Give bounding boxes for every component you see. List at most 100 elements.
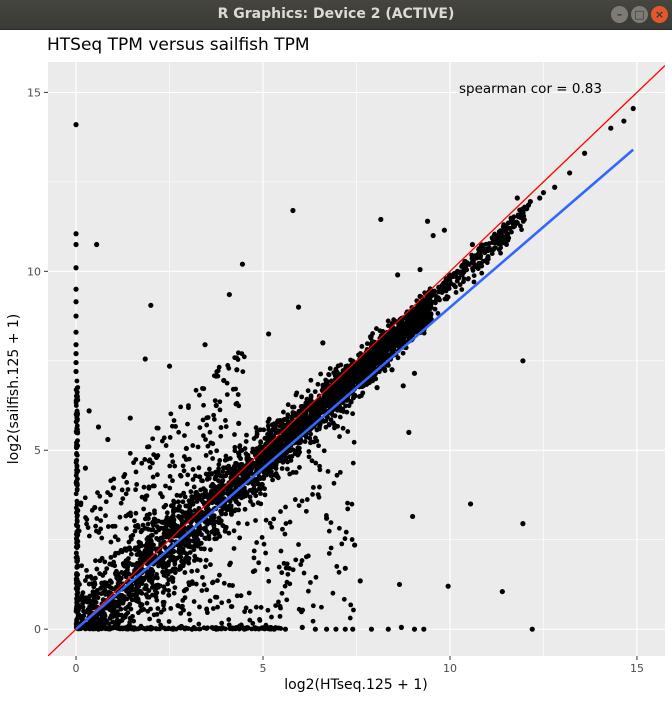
- cloud-point: [136, 610, 141, 616]
- cloud-point: [103, 499, 109, 505]
- window-titlebar[interactable]: R Graphics: Device 2 (ACTIVE) – □ ×: [0, 0, 672, 30]
- cloud-point: [183, 587, 188, 593]
- data-point: [503, 229, 509, 235]
- cloud-point: [435, 311, 441, 316]
- cloud-point: [213, 469, 218, 475]
- cloud-point: [284, 438, 290, 444]
- cloud-point: [385, 323, 391, 329]
- minimize-button[interactable]: –: [611, 6, 628, 23]
- cloud-point: [231, 528, 237, 534]
- cloud-point: [268, 446, 274, 451]
- cloud-point: [284, 597, 290, 603]
- cloud-point: [259, 534, 265, 540]
- cloud-point: [195, 444, 201, 450]
- cloud-point: [204, 610, 210, 616]
- cloud-point: [211, 522, 217, 528]
- cloud-point: [146, 484, 152, 490]
- cloud-point: [192, 473, 198, 479]
- y-tick-label: 10: [27, 265, 41, 278]
- cloud-point: [323, 377, 329, 383]
- cloud-point: [274, 473, 280, 479]
- cloud-point: [132, 545, 138, 551]
- cloud-point: [232, 448, 238, 454]
- cloud-point: [210, 456, 216, 461]
- cloud-point: [187, 507, 193, 513]
- cloud-point: [167, 485, 173, 491]
- cloud-point: [73, 491, 79, 497]
- data-point: [142, 356, 148, 362]
- cloud-point: [216, 495, 222, 501]
- cloud-point: [74, 585, 80, 590]
- cloud-point: [142, 516, 148, 522]
- cloud-point: [284, 561, 290, 567]
- cloud-point: [142, 457, 148, 462]
- cloud-point: [186, 582, 192, 588]
- cloud-point: [75, 416, 80, 422]
- cloud-point: [200, 386, 205, 391]
- cloud-point: [183, 625, 189, 631]
- cloud-point: [117, 579, 123, 585]
- cloud-point: [117, 514, 123, 520]
- cloud-point: [331, 480, 337, 486]
- cloud-point: [301, 421, 307, 427]
- cloud-point: [141, 606, 147, 612]
- cloud-point: [293, 392, 299, 398]
- cloud-point: [105, 490, 110, 495]
- cloud-point: [155, 606, 161, 611]
- cloud-point: [75, 572, 81, 578]
- data-point: [510, 222, 517, 228]
- cloud-point: [209, 518, 215, 524]
- cloud-point: [213, 594, 218, 600]
- cloud-point: [298, 562, 304, 567]
- cloud-point: [180, 597, 186, 603]
- data-point: [552, 184, 558, 190]
- cloud-point: [243, 439, 249, 444]
- data-point: [467, 501, 474, 507]
- close-button[interactable]: ×: [651, 6, 668, 23]
- cloud-point: [181, 490, 187, 496]
- cloud-point: [218, 425, 224, 430]
- data-point: [507, 225, 513, 231]
- cloud-point: [265, 423, 271, 429]
- cloud-point: [381, 335, 387, 340]
- cloud-point: [150, 436, 156, 442]
- cloud-point: [299, 558, 305, 563]
- cloud-point: [269, 524, 275, 530]
- cloud-point: [270, 477, 275, 483]
- cloud-point: [162, 545, 168, 550]
- cloud-point: [74, 442, 79, 448]
- cloud-point: [158, 535, 164, 541]
- cloud-point: [103, 513, 108, 519]
- cloud-point: [236, 520, 241, 526]
- cloud-point: [94, 615, 100, 621]
- maximize-button[interactable]: □: [631, 6, 648, 23]
- cloud-point: [213, 474, 218, 480]
- cloud-point: [80, 590, 86, 596]
- x-axis-label: log2(HTseq.125 + 1): [284, 677, 427, 693]
- cloud-point: [223, 511, 229, 517]
- cloud-point: [187, 538, 193, 544]
- cloud-point: [286, 565, 292, 571]
- cloud-point: [107, 561, 113, 567]
- cloud-point: [207, 598, 213, 604]
- data-point: [290, 207, 296, 214]
- cloud-point: [98, 506, 103, 512]
- cloud-point: [232, 508, 237, 514]
- cloud-point: [168, 556, 174, 561]
- cloud-point: [505, 237, 511, 243]
- data-point: [342, 565, 348, 571]
- cloud-point: [310, 491, 315, 497]
- cloud-point: [228, 604, 234, 609]
- cloud-point: [266, 427, 272, 433]
- cloud-point: [73, 608, 79, 614]
- cloud-point: [305, 588, 311, 594]
- cloud-point: [172, 585, 178, 590]
- cloud-point: [241, 491, 247, 496]
- cloud-point: [239, 351, 245, 357]
- cloud-point: [74, 514, 80, 520]
- data-point: [73, 351, 79, 357]
- cloud-point: [292, 497, 298, 502]
- cloud-point: [254, 540, 260, 545]
- data-point: [127, 415, 133, 421]
- cloud-point: [163, 532, 168, 538]
